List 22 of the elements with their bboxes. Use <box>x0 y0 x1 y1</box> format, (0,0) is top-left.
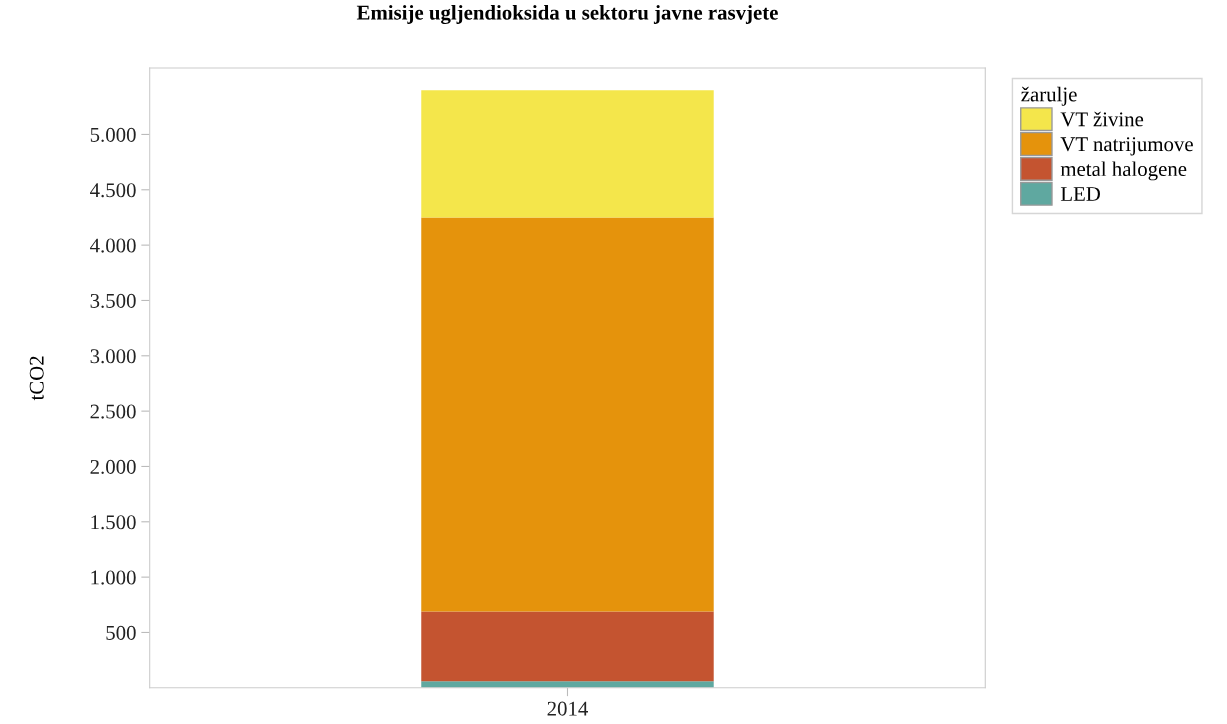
y-tick-label: 5.000 <box>90 127 136 142</box>
bar <box>421 681 714 688</box>
y-axis-title: tCO2 <box>29 356 44 401</box>
x-tick-label: 2014 <box>547 701 588 716</box>
y-tick-label: 4.000 <box>90 238 136 253</box>
y-tick-label: 500 <box>106 625 136 640</box>
y-tick-label: 2.500 <box>90 404 136 419</box>
bar <box>421 217 714 612</box>
legend-label: LED <box>1060 187 1100 201</box>
y-tick-label: 3.500 <box>90 293 136 308</box>
y-tick-label: 3.000 <box>90 349 136 364</box>
bar <box>421 611 714 682</box>
legend-label: VT živine <box>1060 111 1144 127</box>
legend-label: metal halogene <box>1060 161 1187 181</box>
y-tick-label: 1.000 <box>91 570 136 585</box>
legend-title: žarulje <box>1021 86 1077 106</box>
bar <box>421 90 714 218</box>
y-tick-label: 4.500 <box>90 183 136 198</box>
chart-title: Emisije ugljendioksida u sektoru javne rasvjete <box>356 4 778 25</box>
legend-label: VT natrijumove <box>1060 137 1193 156</box>
y-tick-label: 1.500 <box>91 515 136 530</box>
y-tick-label: 2.000 <box>90 459 136 474</box>
